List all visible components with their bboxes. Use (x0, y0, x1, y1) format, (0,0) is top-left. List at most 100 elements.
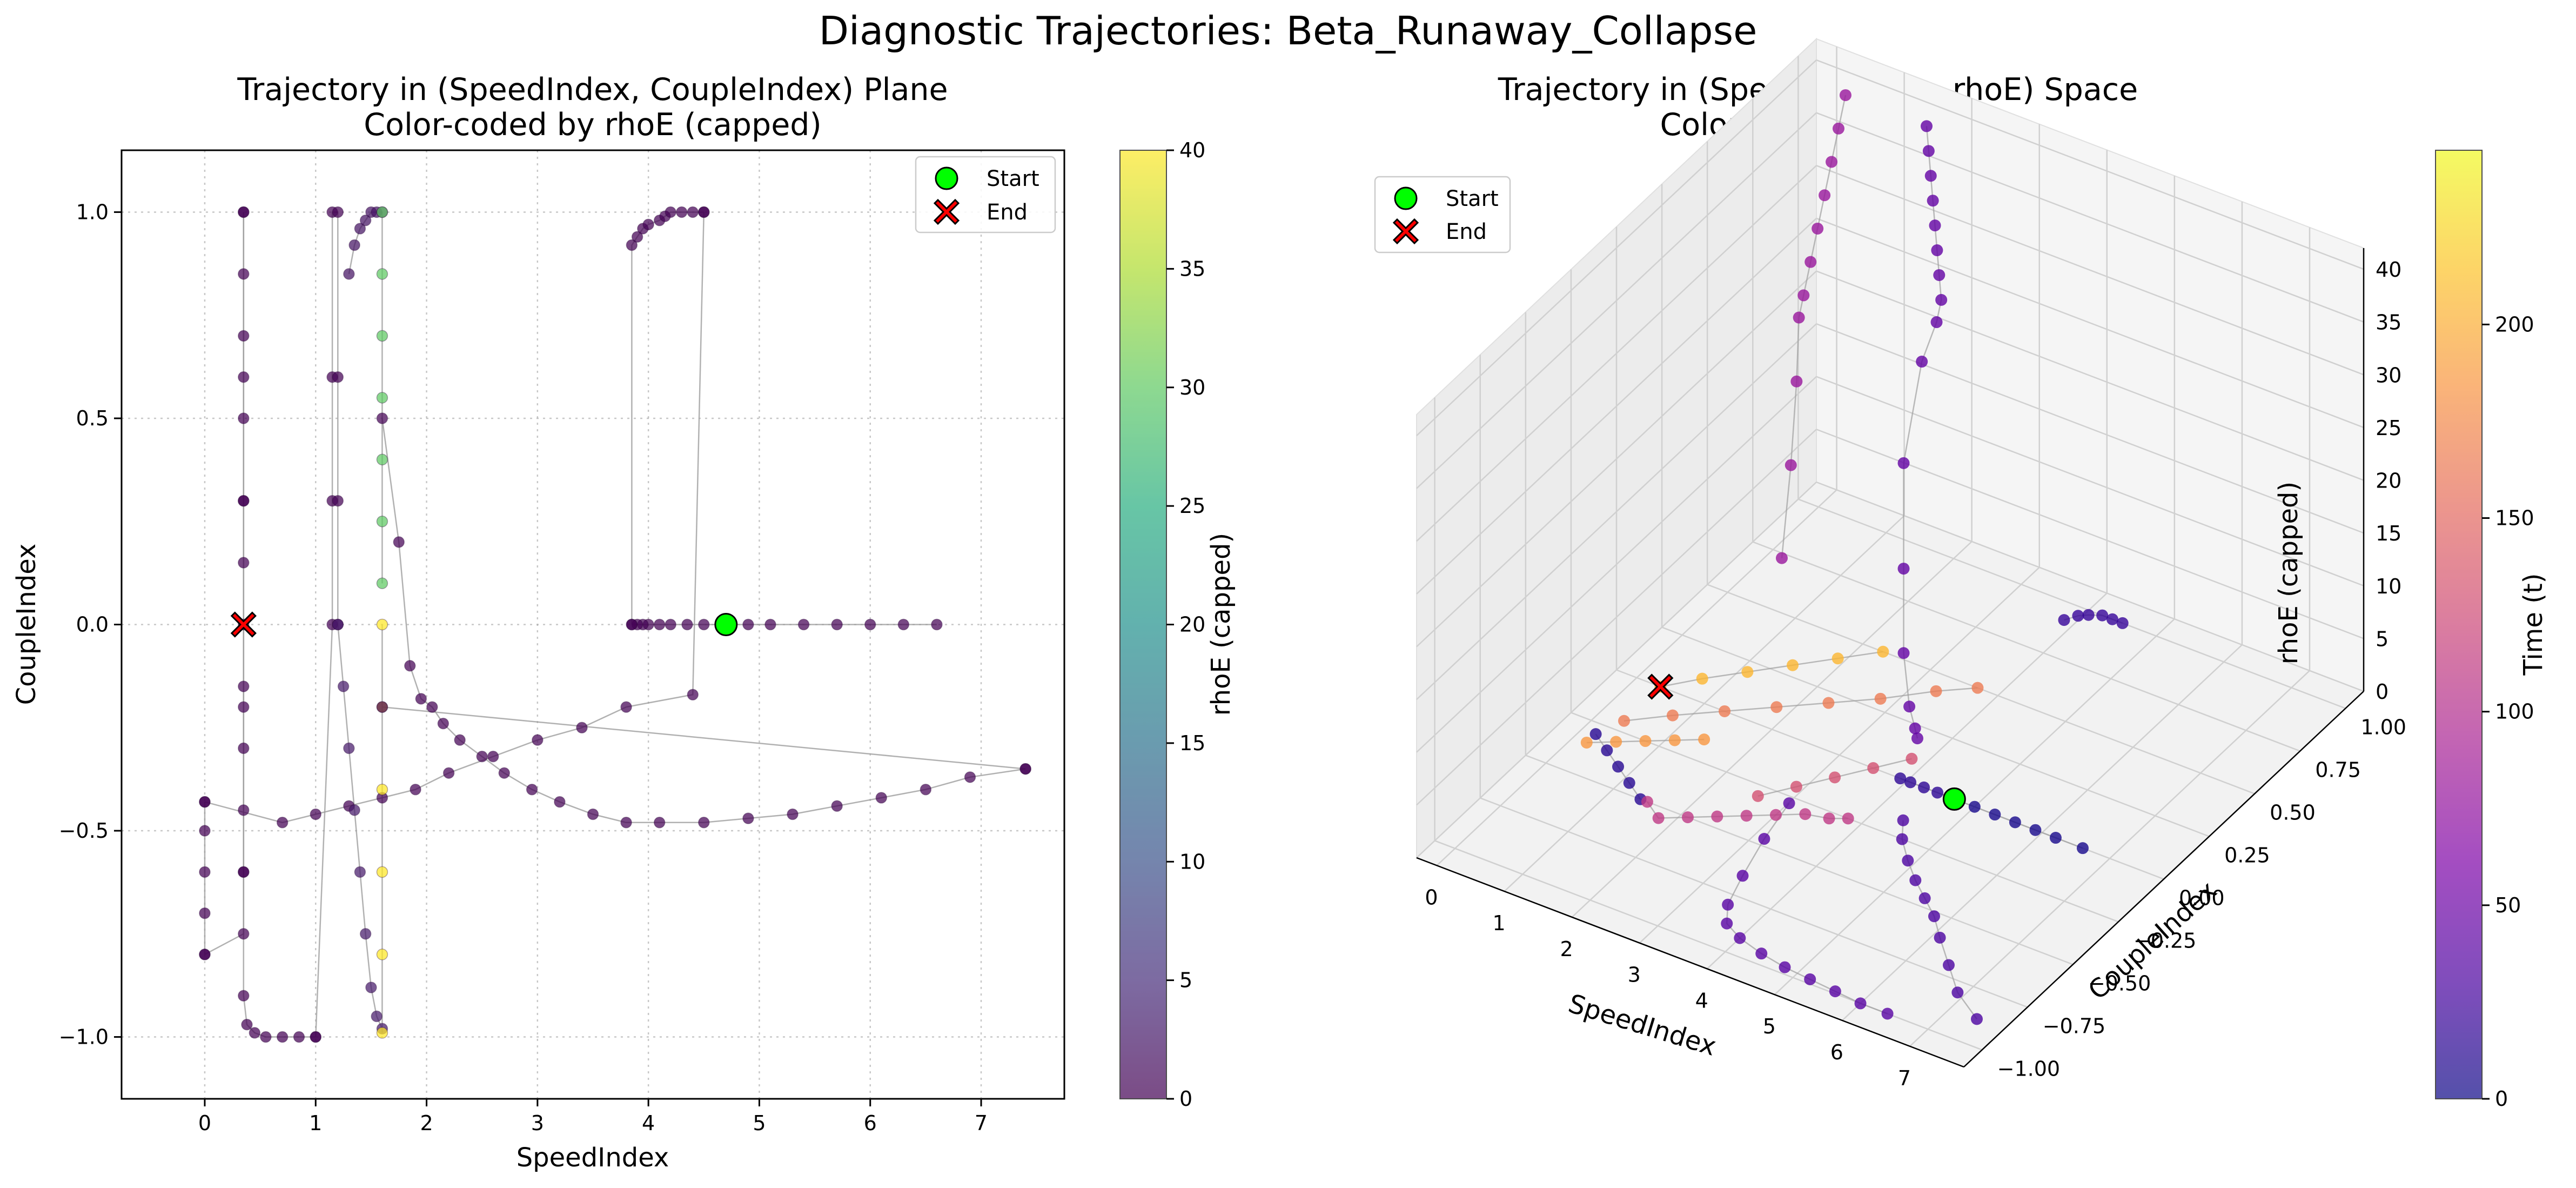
left-trajectory-point (276, 1031, 289, 1043)
3d-trajectory-point (1711, 810, 1723, 823)
left-colorbar-tick-label: 10 (1179, 850, 1205, 873)
3d-trajectory-point (1894, 772, 1907, 785)
left-trajectory-point (310, 1031, 322, 1043)
left-trajectory-point (343, 742, 355, 755)
3d-trajectory-point (1804, 973, 1816, 985)
left-trajectory-point (249, 1027, 261, 1039)
3d-trajectory-point (1799, 808, 1812, 820)
right-colorbar-tick-label: 150 (2495, 506, 2534, 530)
left-trajectory-point (476, 750, 488, 763)
3d-trajectory-point (1916, 356, 1928, 368)
3d-trajectory-point (1804, 256, 1817, 268)
left-legend-start-marker (935, 166, 958, 190)
left-colorbar-tick-label: 25 (1179, 494, 1205, 518)
3d-trajectory-point (1903, 700, 1916, 713)
3d-trajectory-point (1909, 722, 1921, 735)
left-trajectory-point (238, 990, 250, 1002)
left-trajectory-point (376, 949, 388, 960)
left-trajectory-point (238, 866, 250, 878)
left-trajectory-point (337, 680, 350, 692)
3d-trajectory-point (1924, 170, 1937, 182)
3d-trajectory-point (1930, 316, 1943, 329)
left-trajectory-point (359, 214, 372, 226)
3d-trajectory-point (1920, 120, 1933, 132)
left-x-tick-label: 5 (753, 1111, 766, 1135)
3d-trajectory-point (1641, 796, 1653, 808)
left-trajectory-point (675, 206, 688, 218)
left-trajectory-point (332, 206, 344, 218)
left-trajectory-point (897, 618, 910, 631)
left-trajectory-point (376, 268, 388, 280)
3d-trajectory-point (1826, 156, 1838, 168)
3d-trajectory-point (1931, 244, 1943, 257)
left-trajectory-point (764, 618, 776, 631)
left-trajectory-point (620, 817, 632, 829)
3d-x-axis-line (1416, 857, 1964, 1068)
3d-trajectory-point (1668, 734, 1681, 746)
left-y-tick-label: 0.5 (76, 406, 109, 430)
3d-trajectory-point (2009, 816, 2021, 829)
3d-trajectory-point (2082, 609, 2095, 621)
right-colorbar-label: Time (t) (2518, 573, 2548, 676)
3d-trajectory-point (1601, 744, 1613, 757)
3d-gridline (1816, 481, 2364, 692)
3d-x-tick-label: 3 (1628, 963, 1641, 987)
left-trajectory-point (359, 928, 372, 940)
3d-trajectory-point (1741, 666, 1754, 678)
3d-trajectory-point (1922, 145, 1935, 157)
left-trajectory-point (626, 618, 638, 631)
3d-y-tick-label: −0.25 (2134, 929, 2196, 952)
left-trajectory-point (376, 412, 388, 424)
left-colorbar-ticks: 0 5 10 15 20 25 30 35 40 (1166, 138, 1205, 1111)
3d-trajectory-point (1790, 780, 1802, 793)
3d-z-tick-label: 25 (2376, 416, 2401, 440)
left-trajectory-point (238, 928, 250, 940)
left-trajectory-point (831, 618, 843, 631)
left-trajectory-point (875, 792, 888, 804)
left-trajectory-point (665, 618, 676, 631)
left-trajectory-point (332, 371, 344, 383)
3d-trajectory-point (1896, 833, 1908, 845)
figure-suptitle: Diagnostic Trajectories: Beta_Runaway_Co… (819, 8, 1757, 54)
3d-trajectory-point (1929, 219, 1941, 232)
3d-trajectory-point (1779, 961, 1791, 973)
left-trajectory-point (276, 817, 289, 829)
left-trajectory-point (376, 783, 388, 796)
left-legend-end-label: End (987, 200, 1028, 225)
left-trajectory-point (238, 742, 250, 755)
left-colorbar-tick-label: 20 (1179, 613, 1205, 637)
left-start-end-markers (230, 611, 738, 638)
3d-trajectory-point (1769, 809, 1782, 821)
right-z-axis-label: rhoE (capped) (2273, 482, 2304, 664)
left-colorbar-gradient (1119, 150, 1167, 1099)
3d-trajectory-point (1881, 1007, 1894, 1020)
3d-gridline (1416, 165, 1817, 542)
left-trajectory-point (620, 701, 632, 713)
3d-axis-ticks: 0 1 2 3 4 5 6 7 −1.00 −0.75 −0.50 −0.25 0.00 0.250.50… (1416, 248, 2406, 1090)
left-trajectory-point (454, 734, 466, 746)
3d-trajectory-point (2072, 610, 2084, 622)
3d-trajectory-point (1970, 1013, 1983, 1025)
left-trajectory-point (241, 1018, 253, 1031)
right-plot: Trajectory in (Speed, Couple, rhoE) Spac… (1374, 37, 2548, 1111)
left-trajectory-point (964, 771, 976, 783)
3d-trajectory-point (1942, 959, 1955, 971)
3d-trajectory-point (1681, 811, 1694, 824)
3d-trajectory-point (1758, 833, 1770, 845)
3d-trajectory-point (1931, 786, 1944, 799)
left-trajectory-point (1019, 763, 1031, 775)
3d-trajectory-point (1775, 552, 1788, 564)
left-x-tick-label: 0 (198, 1111, 211, 1135)
left-trajectory-point (687, 206, 699, 218)
3d-trajectory-point (1927, 195, 1939, 207)
left-trajectory-point (698, 618, 710, 631)
3d-start-marker (1942, 787, 1966, 811)
left-trajectory-point (199, 866, 211, 878)
left-trajectory-point (293, 1031, 305, 1043)
left-colorbar-tick-label: 30 (1179, 376, 1205, 399)
3d-trajectory-point (1797, 289, 1810, 302)
left-y-tick-label: 0.0 (76, 613, 109, 637)
3d-z-tick-label: 35 (2376, 311, 2401, 335)
3d-z-tick-label: 20 (2376, 469, 2401, 493)
3d-trajectory-point (1580, 736, 1593, 749)
